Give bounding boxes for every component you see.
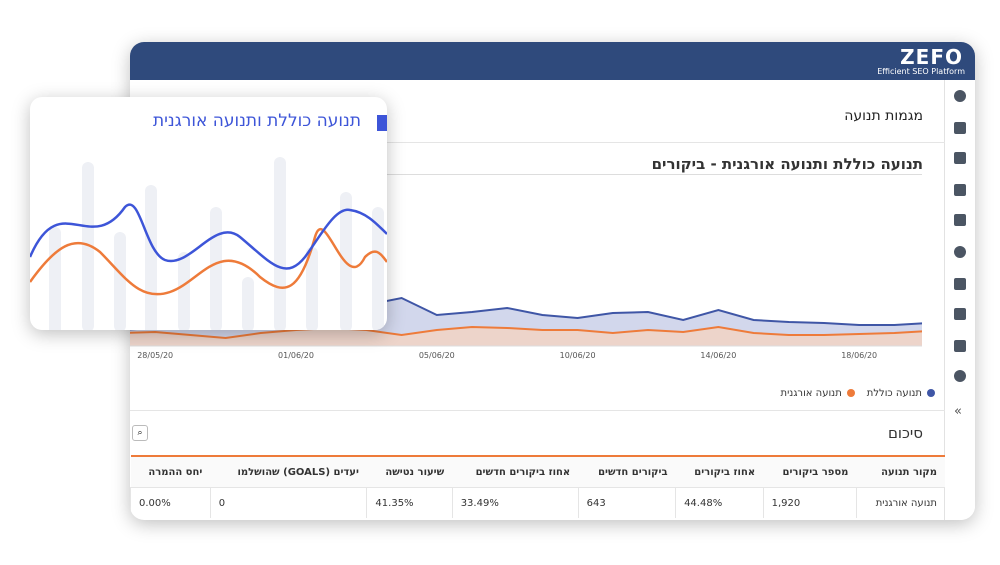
top-bar: ZEFO Efficient SEO Platform: [130, 42, 975, 80]
x-tick-label: 14/06/20: [700, 351, 736, 360]
link-icon[interactable]: [954, 246, 966, 258]
area: [130, 327, 922, 346]
puzzle-icon[interactable]: [954, 214, 966, 226]
table-row: תנועה אורגנית 1,920 44.48% 643 33.49% 41.35% 0…: [130, 487, 945, 518]
column-header: מספר ביקורים: [763, 456, 857, 488]
search-button[interactable]: ⌕: [132, 425, 148, 441]
card-illustration: [30, 157, 387, 330]
column-header: אחוז ביקורים חדשים: [452, 456, 579, 488]
column-header: יחס ההמרה: [130, 456, 211, 488]
divider: [130, 174, 922, 175]
table-cell: 41.35%: [366, 487, 453, 518]
legend-dot: [927, 389, 935, 397]
preview-card: תנועה כוללת ותנועה אורגנית: [30, 97, 387, 330]
home-icon[interactable]: [954, 122, 966, 134]
table-cell: 0: [209, 487, 367, 518]
table-cell: 1,920: [762, 487, 857, 518]
legend-label: תנועה כוללת: [866, 388, 922, 399]
table-cell: תנועה אורגנית: [855, 487, 945, 518]
summary-title: סיכום: [887, 424, 923, 442]
panel-title: מגמות תנועה: [844, 108, 923, 124]
x-tick-label: 28/05/20: [137, 351, 173, 360]
card-line: [30, 227, 387, 296]
table-cell: 0.00%: [130, 487, 211, 518]
column-header: מקור תנועה: [856, 456, 945, 488]
server-icon[interactable]: [954, 308, 966, 320]
x-tick-label: 10/06/20: [560, 351, 596, 360]
divider: [130, 142, 945, 143]
column-header: יעדים (GOALS) שהושלמו: [210, 456, 367, 488]
chart-title: תנועה כוללת ותנועה אורגנית - ביקורים: [651, 155, 923, 173]
table-cell: 33.49%: [451, 487, 579, 518]
collapse-icon[interactable]: «: [954, 404, 962, 419]
x-tick-label: 05/06/20: [419, 351, 455, 360]
app-window: ZEFO Efficient SEO Platform « מגמות תנוע…: [130, 42, 975, 520]
table-cell: 44.48%: [675, 487, 764, 518]
divider: [130, 410, 945, 411]
sitemap-icon[interactable]: [954, 184, 966, 196]
x-tick-label: 18/06/20: [841, 351, 877, 360]
card-line: [30, 203, 387, 270]
summary-table: מקור תנועה מספר ביקורים אחוז ביקורים ביקורי…: [130, 455, 945, 518]
x-tick-label: 01/06/20: [278, 351, 314, 360]
legend-item: תנועה כוללת: [867, 388, 935, 399]
legend-item: תנועה אורגנית: [781, 388, 855, 399]
card-title: תנועה כוללת ותנועה אורגנית: [152, 111, 361, 131]
legend-label: תנועה אורגנית: [780, 388, 842, 399]
sidebar: «: [944, 80, 975, 520]
title-marker: [377, 115, 387, 131]
tagline: Efficient SEO Platform: [877, 67, 965, 76]
line: [130, 325, 922, 340]
settings-icon[interactable]: [954, 370, 966, 382]
column-header: שיעור נטישה: [366, 456, 453, 488]
key-icon[interactable]: [954, 152, 966, 164]
traffic-chart: 28/05/20 01/06/20 05/06/20 10/06/20 14/06/20…: [130, 296, 922, 360]
globe-icon[interactable]: [954, 90, 966, 102]
legend-dot: [846, 389, 855, 397]
column-header: אחוז ביקורים: [675, 456, 764, 488]
logo[interactable]: ZEFO: [900, 45, 963, 69]
contact-icon[interactable]: [954, 340, 966, 352]
legend: תנועה כוללת תנועה אורגנית: [781, 388, 935, 399]
bars-icon[interactable]: [954, 278, 966, 290]
column-header: ביקורים חדשים: [578, 456, 676, 488]
table-cell: 643: [577, 487, 676, 518]
